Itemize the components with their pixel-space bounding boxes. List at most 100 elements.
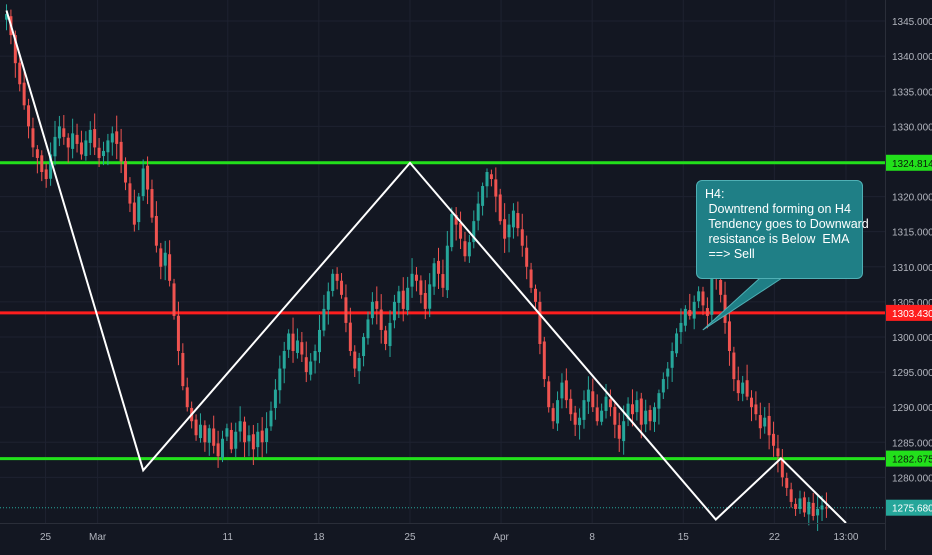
candle-body xyxy=(388,322,392,347)
candle-body xyxy=(529,269,533,288)
candle-body xyxy=(168,254,172,281)
candle-body xyxy=(269,410,273,427)
candle-body xyxy=(772,433,776,446)
candle-body xyxy=(331,273,335,291)
time-axis[interactable]: 25 Mar 11 18 25 Apr 8 15 22 13:00 xyxy=(40,532,859,543)
candle-body xyxy=(225,428,229,437)
zigzag-trend-line xyxy=(5,10,847,524)
candle-body xyxy=(758,415,762,429)
candle-body xyxy=(498,194,502,222)
candle-body xyxy=(820,505,824,510)
annotation-callout[interactable]: H4: Downtrend forming on H4 Tendency goe… xyxy=(696,180,869,279)
candle-body xyxy=(203,425,207,443)
candle-body xyxy=(459,222,463,239)
candle-body xyxy=(516,213,520,229)
candle-body xyxy=(198,424,202,439)
candle-body xyxy=(362,336,366,357)
candle-body xyxy=(119,141,123,162)
candle-body xyxy=(437,260,441,274)
candle-body xyxy=(340,280,344,295)
candle-body xyxy=(520,229,524,246)
candle-body xyxy=(212,428,216,446)
candle-body xyxy=(84,140,88,156)
callout-line: Downtrend forming on H4 xyxy=(705,202,851,216)
candle-body xyxy=(749,397,753,408)
candle-body xyxy=(732,352,736,380)
candle-body xyxy=(719,280,723,295)
price-tag-bg xyxy=(886,154,932,171)
candle-body xyxy=(22,82,26,106)
candle-body xyxy=(18,62,22,85)
candle-body xyxy=(551,408,555,422)
candle-body xyxy=(13,35,17,64)
time-tick-label: 18 xyxy=(313,532,325,543)
candle-body xyxy=(472,221,476,243)
candle-body xyxy=(785,478,789,488)
candle-body xyxy=(176,315,180,352)
candle-body xyxy=(727,321,731,352)
candle-body xyxy=(221,438,225,458)
candle-body xyxy=(392,301,396,321)
candle-body xyxy=(282,351,286,369)
candle-body xyxy=(556,400,560,424)
price-axis[interactable]: 1345.0001340.0001335.0001330.0001325.000… xyxy=(892,17,932,484)
candle-body xyxy=(229,429,233,450)
candle-body xyxy=(132,202,136,225)
candle-body xyxy=(617,425,621,439)
candle-body xyxy=(507,224,511,238)
candle-body xyxy=(657,393,661,409)
candle-body xyxy=(683,308,687,326)
candle-body xyxy=(5,14,9,20)
candle-body xyxy=(366,319,370,339)
candle-body xyxy=(313,351,317,361)
candle-body xyxy=(666,368,670,377)
candle-body xyxy=(344,297,348,323)
candle-body xyxy=(692,301,696,319)
candle-body xyxy=(172,283,176,316)
candle-body xyxy=(701,291,705,306)
price-tick-label: 1330.000 xyxy=(892,122,932,133)
candle-body xyxy=(146,165,150,190)
candle-body xyxy=(71,133,75,149)
candle-body xyxy=(27,105,31,127)
candle-body xyxy=(124,161,128,183)
candle-body xyxy=(35,149,39,158)
candle-body xyxy=(304,357,308,373)
candle-body xyxy=(79,142,83,155)
price-tick-label: 1310.000 xyxy=(892,263,932,274)
candle-body xyxy=(802,497,806,513)
candle-body xyxy=(489,174,493,180)
candle-body xyxy=(578,417,582,426)
time-tick-label: 8 xyxy=(589,532,595,543)
candle-body xyxy=(97,147,101,158)
price-tick-label: 1280.000 xyxy=(892,473,932,484)
candle-body xyxy=(278,368,282,391)
price-tick-label: 1305.000 xyxy=(892,298,932,309)
candle-body xyxy=(410,273,414,287)
candle-body xyxy=(816,508,820,516)
candle-body xyxy=(141,168,145,197)
candle-body xyxy=(705,308,709,316)
candle-body xyxy=(736,380,740,394)
candle-body xyxy=(207,428,211,443)
candle-body xyxy=(560,382,564,399)
candle-body xyxy=(586,389,590,402)
candle-body xyxy=(40,155,44,172)
last-price-tag-bg xyxy=(886,499,932,516)
price-tick-label: 1290.000 xyxy=(892,403,932,414)
candle-body xyxy=(322,308,326,331)
candle-body xyxy=(110,133,114,143)
candle-body xyxy=(630,404,634,415)
price-tick-label: 1345.000 xyxy=(892,17,932,28)
price-tag-bg xyxy=(886,450,932,467)
time-tick-label: 13:00 xyxy=(833,532,858,543)
price-tick-label: 1300.000 xyxy=(892,333,932,344)
candle-body xyxy=(432,263,436,287)
candle-body xyxy=(679,322,683,333)
candle-body xyxy=(613,406,617,425)
candle-body xyxy=(419,280,423,295)
candle-body xyxy=(511,210,515,228)
candle-body xyxy=(441,274,445,288)
candle-body xyxy=(44,169,48,180)
